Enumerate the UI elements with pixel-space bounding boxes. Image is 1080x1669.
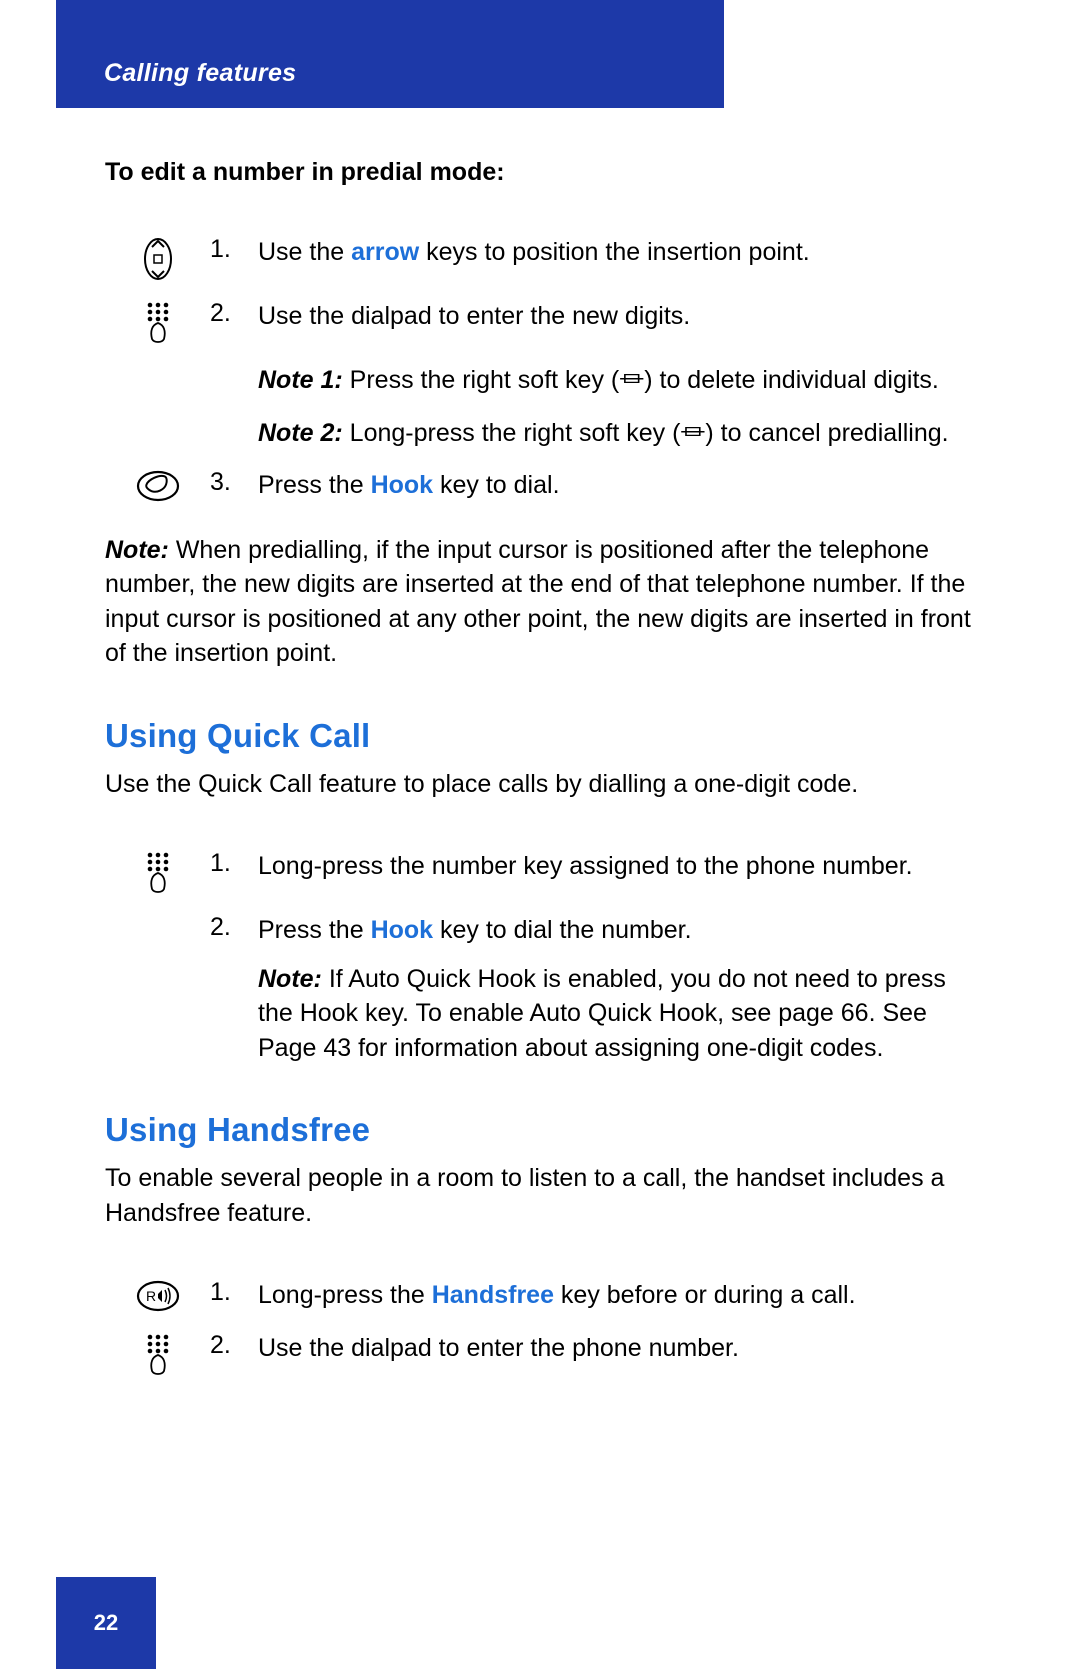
dialpad-icon <box>105 849 210 895</box>
step-number: 3. <box>210 468 258 497</box>
quickcall-intro: Use the Quick Call feature to place call… <box>105 767 975 802</box>
page-header: Calling features <box>56 0 724 108</box>
predial-step-2: 2. Use the dialpad to enter the new digi… <box>105 299 975 345</box>
page-number-badge: 22 <box>56 1577 156 1669</box>
note-text: Note 2: Long-press the right soft key (⏛… <box>258 416 975 451</box>
quickcall-heading: Using Quick Call <box>105 717 975 755</box>
page-number: 22 <box>94 1610 118 1636</box>
predial-step-3: 3. Press the Hook key to dial. <box>105 468 975 503</box>
predial-subhead: To edit a number in predial mode: <box>105 158 975 187</box>
predial-note-1: Note 1: Press the right soft key (⏛) to … <box>105 363 975 398</box>
handsfree-step-2: 2. Use the dialpad to enter the phone nu… <box>105 1331 975 1377</box>
arrow-key-icon <box>105 235 210 281</box>
keyword-hook: Hook <box>371 471 434 499</box>
step-number: 1. <box>210 1278 258 1307</box>
step-text: Press the Hook key to dial the number. N… <box>258 913 975 1065</box>
keyword-hook: Hook <box>371 916 434 944</box>
predial-note-2: Note 2: Long-press the right soft key (⏛… <box>105 416 975 451</box>
handsfree-step-1: 1. Long-press the Handsfree key before o… <box>105 1278 975 1313</box>
step-text: Use the arrow keys to position the inser… <box>258 235 975 270</box>
step-text: Long-press the number key assigned to th… <box>258 849 975 884</box>
handsfree-heading: Using Handsfree <box>105 1111 975 1149</box>
hook-key-icon <box>105 468 210 502</box>
step-number: 1. <box>210 849 258 878</box>
page-header-title: Calling features <box>104 59 296 88</box>
step-text: Use the dialpad to enter the phone numbe… <box>258 1331 975 1366</box>
step-number: 2. <box>210 913 258 942</box>
handsfree-intro: To enable several people in a room to li… <box>105 1161 975 1230</box>
step-number: 2. <box>210 299 258 328</box>
handsfree-key-icon <box>105 1278 210 1312</box>
predial-step-1: 1. Use the arrow keys to position the in… <box>105 235 975 281</box>
step-text: Press the Hook key to dial. <box>258 468 975 503</box>
step-number: 1. <box>210 235 258 264</box>
step-text: Long-press the Handsfree key before or d… <box>258 1278 975 1313</box>
quickcall-step-2: 2. Press the Hook key to dial the number… <box>105 913 975 1065</box>
page-content: To edit a number in predial mode: 1. Use… <box>105 158 975 1395</box>
step-text: Use the dialpad to enter the new digits. <box>258 299 975 334</box>
quickcall-note: Note: If Auto Quick Hook is enabled, you… <box>258 962 975 1066</box>
dialpad-icon <box>105 1331 210 1377</box>
predial-end-note: Note: When predialling, if the input cur… <box>105 533 975 671</box>
note-text: Note 1: Press the right soft key (⏛) to … <box>258 363 975 398</box>
dialpad-icon <box>105 299 210 345</box>
keyword-arrow: arrow <box>351 238 419 266</box>
quickcall-step-1: 1. Long-press the number key assigned to… <box>105 849 975 895</box>
step-number: 2. <box>210 1331 258 1360</box>
keyword-handsfree: Handsfree <box>432 1281 554 1309</box>
